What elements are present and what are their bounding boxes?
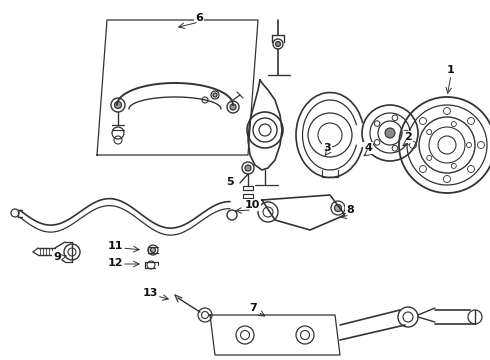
Text: 6: 6 [195, 13, 203, 23]
Circle shape [230, 104, 236, 110]
Text: 8: 8 [346, 205, 354, 215]
Text: 10: 10 [245, 200, 260, 210]
Text: 3: 3 [323, 143, 331, 153]
Text: 11: 11 [107, 241, 123, 251]
Circle shape [213, 93, 217, 97]
Text: 2: 2 [404, 132, 412, 142]
Circle shape [115, 102, 122, 108]
Circle shape [275, 41, 280, 46]
Text: 7: 7 [249, 303, 257, 313]
Circle shape [245, 165, 251, 171]
Text: 4: 4 [364, 143, 372, 153]
Circle shape [335, 204, 342, 211]
Circle shape [385, 128, 395, 138]
Circle shape [150, 248, 155, 252]
Text: 1: 1 [447, 65, 455, 75]
Text: 9: 9 [53, 252, 61, 262]
Text: 13: 13 [142, 288, 158, 298]
Text: 5: 5 [226, 177, 234, 187]
Text: 12: 12 [107, 258, 123, 268]
